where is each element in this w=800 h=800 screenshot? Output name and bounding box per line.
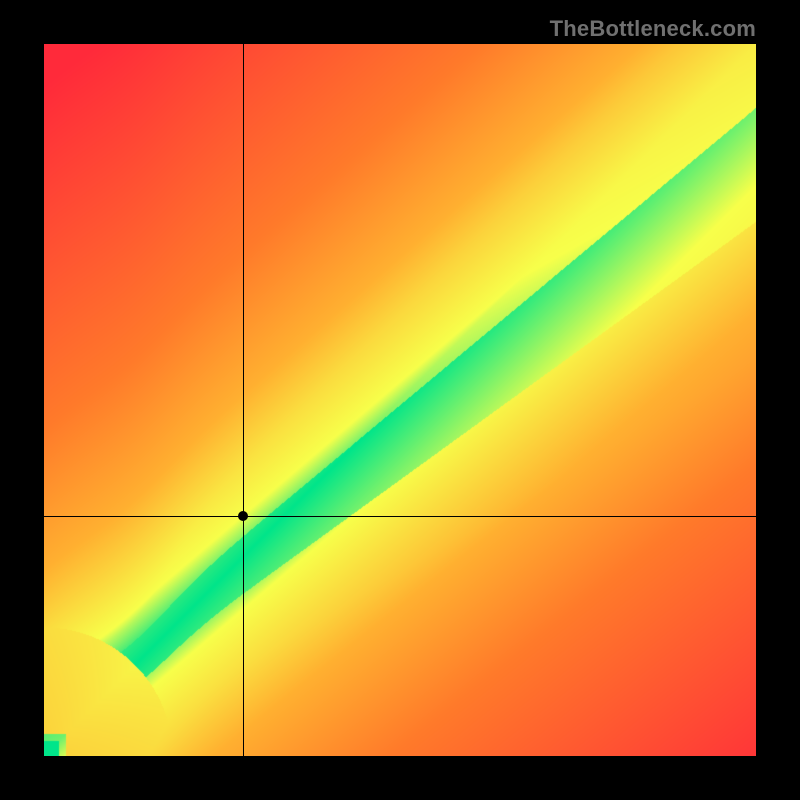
crosshair-vertical [243,44,244,756]
crosshair-horizontal [44,516,756,517]
marker-dot [238,511,248,521]
watermark-text: TheBottleneck.com [550,16,756,42]
plot-area [44,44,756,756]
chart-container: TheBottleneck.com [0,0,800,800]
heatmap-canvas [44,44,756,756]
